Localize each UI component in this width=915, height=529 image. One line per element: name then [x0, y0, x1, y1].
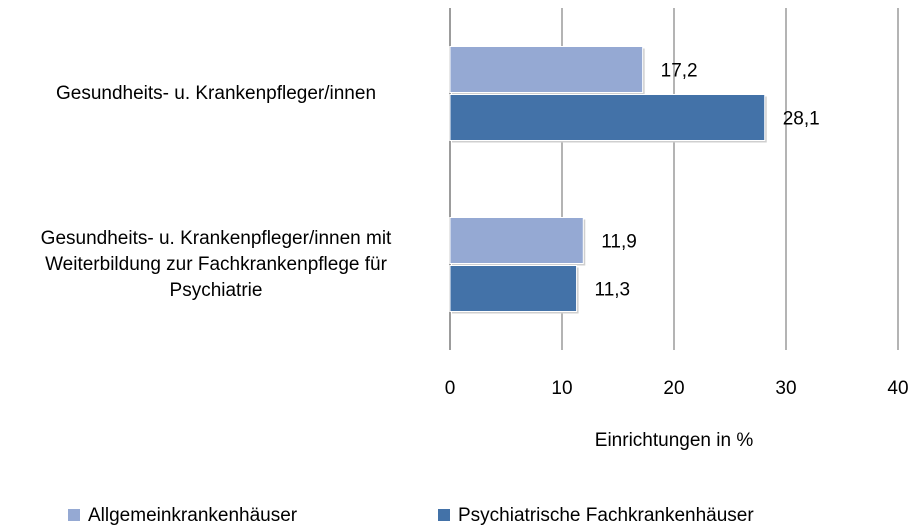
legend-swatch	[68, 509, 80, 521]
x-tick-label: 10	[551, 378, 572, 399]
legend-label: Allgemeinkrankenhäuser	[88, 505, 298, 526]
bar	[449, 217, 584, 264]
x-tick-label: 40	[887, 378, 908, 399]
bar	[449, 46, 644, 93]
x-tick-label: 30	[775, 378, 796, 399]
value-label: 28,1	[783, 109, 820, 130]
category-label: Gesundheits- u. Krankenpfleger/innen	[55, 82, 377, 104]
value-label: 11,9	[601, 232, 637, 253]
legend-label: Psychiatrische Fachkrankenhäuser	[458, 505, 754, 526]
x-tick-label: 0	[445, 378, 456, 399]
value-label: 11,3	[595, 280, 631, 301]
bar	[449, 94, 766, 141]
x-axis-title: Einrichtungen in %	[595, 430, 754, 451]
bar	[449, 265, 578, 312]
category-label: Gesundheits- u. Krankenpfleger/innen mit…	[40, 227, 392, 301]
legend-swatch	[438, 509, 450, 521]
value-label: 17,2	[661, 61, 698, 82]
x-tick-label: 20	[663, 378, 684, 399]
